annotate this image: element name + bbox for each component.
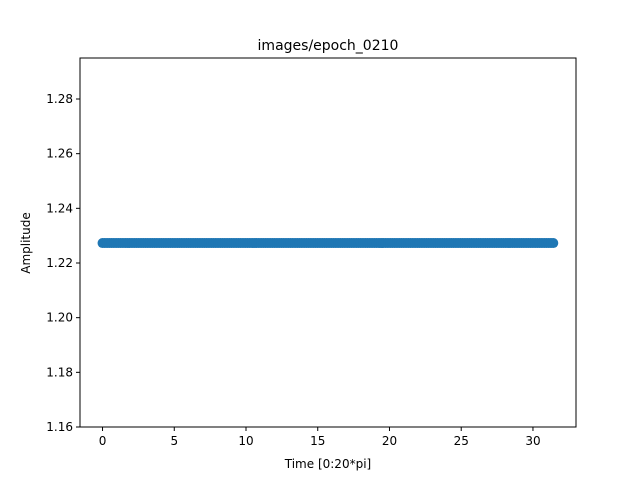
x-axis: 0 5 10 15 20 25 30: [99, 427, 541, 448]
scatter-points: [97, 238, 559, 249]
x-tick-label: 30: [525, 434, 540, 448]
y-tick-label: 1.18: [46, 365, 73, 379]
chart-title: images/epoch_0210: [258, 38, 399, 54]
x-tick-label: 10: [238, 434, 253, 448]
x-axis-label: Time [0:20*pi]: [284, 457, 371, 471]
y-tick-label: 1.26: [46, 147, 73, 161]
y-tick-label: 1.16: [46, 420, 73, 434]
plot-frame: [79, 57, 577, 428]
y-axis-label: Amplitude: [19, 212, 33, 274]
y-tick-label: 1.24: [46, 201, 73, 215]
y-tick-label: 1.28: [46, 92, 73, 106]
x-tick-label: 0: [99, 434, 107, 448]
x-tick-label: 20: [382, 434, 397, 448]
y-tick-label: 1.22: [46, 256, 73, 270]
scatter-point: [548, 238, 559, 249]
x-tick-label: 25: [454, 434, 469, 448]
x-tick-label: 5: [170, 434, 178, 448]
x-tick-label: 15: [310, 434, 325, 448]
y-axis: 1.16 1.18 1.20 1.22 1.24 1.26 1.28: [46, 92, 80, 434]
y-tick-label: 1.20: [46, 311, 73, 325]
